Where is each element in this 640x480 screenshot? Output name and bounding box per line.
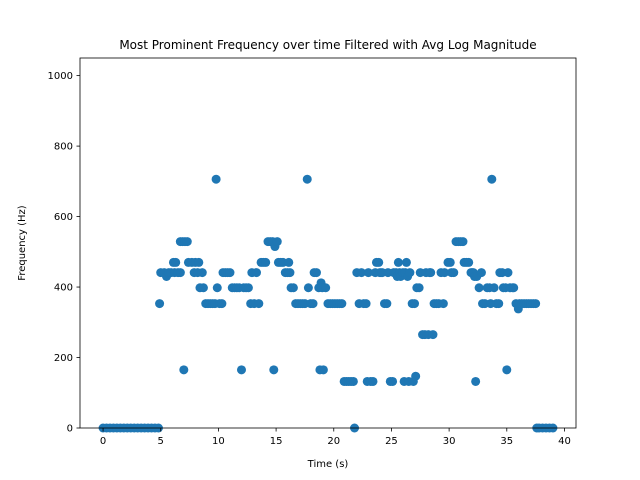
x-tick-label: 40	[558, 436, 571, 447]
data-point	[368, 376, 378, 386]
y-tick-label: 600	[54, 212, 73, 223]
data-point	[471, 376, 481, 386]
x-tick-label: 20	[327, 436, 340, 447]
data-point	[438, 299, 448, 309]
x-tick-label: 15	[270, 436, 283, 447]
data-point	[236, 365, 246, 375]
data-point	[388, 376, 398, 386]
data-point	[217, 299, 227, 309]
x-tick-label: 30	[443, 436, 456, 447]
data-point	[449, 268, 459, 278]
data-point	[302, 174, 312, 184]
data-point	[348, 376, 358, 386]
data-point	[194, 257, 204, 267]
data-point	[487, 174, 497, 184]
x-tick-label: 35	[500, 436, 513, 447]
data-point	[531, 299, 541, 309]
data-point	[311, 268, 321, 278]
data-point	[503, 268, 513, 278]
data-point	[261, 257, 271, 267]
chart-title: Most Prominent Frequency over time Filte…	[119, 38, 536, 52]
data-point	[502, 365, 512, 375]
y-tick-label: 1000	[48, 71, 73, 82]
data-point	[308, 299, 318, 309]
y-axis-label: Frequency (Hz)	[17, 205, 28, 281]
x-axis-label: Time (s)	[307, 459, 349, 470]
data-point	[363, 268, 373, 278]
y-tick-label: 200	[54, 353, 73, 364]
data-point	[269, 365, 279, 375]
plot-frame	[79, 57, 577, 429]
data-point	[284, 257, 294, 267]
x-axis: 0 5 10 15 20 25 30 35 40	[100, 428, 571, 447]
data-point	[393, 257, 403, 267]
x-tick-label: 5	[158, 436, 164, 447]
data-point	[288, 283, 298, 293]
points-layer	[98, 174, 558, 433]
data-point	[211, 174, 221, 184]
data-point	[212, 283, 222, 293]
data-point	[225, 268, 235, 278]
data-point	[254, 299, 264, 309]
data-point	[179, 365, 189, 375]
x-tick-label: 10	[212, 436, 225, 447]
data-point	[426, 268, 436, 278]
data-point	[318, 365, 328, 375]
data-point	[401, 257, 411, 267]
data-point	[285, 268, 295, 278]
data-point	[411, 371, 421, 381]
y-tick-label: 0	[67, 424, 73, 435]
data-point	[458, 237, 468, 247]
data-point	[440, 268, 450, 278]
data-point	[303, 283, 313, 293]
data-point	[175, 268, 185, 278]
y-axis: 0 200 400 600 800 1000	[48, 71, 80, 435]
data-point	[321, 283, 331, 293]
data-point	[474, 283, 484, 293]
data-point	[251, 268, 261, 278]
data-point	[361, 299, 371, 309]
data-point	[494, 299, 504, 309]
data-point	[382, 299, 392, 309]
data-point	[155, 299, 165, 309]
y-tick-label: 800	[54, 142, 73, 153]
data-point	[182, 237, 192, 247]
data-point	[445, 257, 455, 267]
data-point	[356, 268, 366, 278]
x-tick-label: 25	[385, 436, 398, 447]
data-point	[476, 268, 486, 278]
data-point	[464, 257, 474, 267]
data-point	[374, 257, 384, 267]
data-point	[489, 283, 499, 293]
x-tick-label: 0	[100, 436, 106, 447]
data-point	[337, 299, 347, 309]
data-point	[198, 283, 208, 293]
y-tick-label: 400	[54, 283, 73, 294]
data-point	[405, 268, 415, 278]
data-point	[197, 268, 207, 278]
data-point	[414, 283, 424, 293]
data-point	[171, 257, 181, 267]
data-point	[509, 283, 519, 293]
data-point	[428, 330, 438, 340]
data-point	[243, 283, 253, 293]
data-point	[272, 237, 282, 247]
data-point	[410, 299, 420, 309]
